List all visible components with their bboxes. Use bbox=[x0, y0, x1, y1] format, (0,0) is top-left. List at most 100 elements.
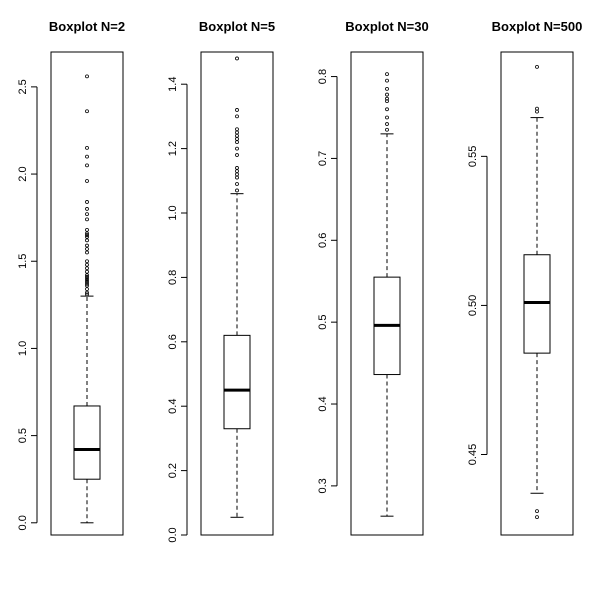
outlier-point bbox=[385, 86, 389, 91]
outlier-point bbox=[85, 200, 89, 204]
outlier-point bbox=[385, 115, 389, 120]
chart-title: Boxplot N=30 bbox=[345, 19, 428, 34]
outlier-point bbox=[85, 212, 89, 217]
plot-frame bbox=[200, 51, 274, 536]
outlier-point bbox=[235, 108, 239, 112]
outlier-point bbox=[235, 130, 239, 135]
outlier-point bbox=[85, 269, 89, 274]
y-tick-label: 0.5 bbox=[17, 428, 29, 443]
y-tick-label: 1.2 bbox=[167, 141, 179, 156]
outlier-point bbox=[235, 133, 239, 138]
iqr-box bbox=[73, 405, 101, 480]
outlier-point bbox=[85, 262, 89, 267]
y-tick-label: 0.55 bbox=[467, 146, 479, 167]
y-tick-label: 1.4 bbox=[167, 77, 179, 92]
outlier-point bbox=[235, 172, 239, 177]
y-tick-label: 1.0 bbox=[167, 205, 179, 220]
outlier-point bbox=[385, 99, 389, 104]
outlier-point bbox=[385, 122, 389, 126]
outlier-point bbox=[535, 106, 539, 111]
outlier-point bbox=[385, 72, 389, 77]
outlier-point bbox=[85, 292, 89, 297]
y-tick-label: 0.5 bbox=[317, 315, 329, 330]
outlier-point bbox=[235, 146, 239, 151]
y-tick-label: 0.7 bbox=[317, 151, 329, 166]
outlier-point bbox=[85, 247, 89, 251]
outlier-point bbox=[85, 283, 89, 288]
outlier-point bbox=[235, 137, 239, 141]
outlier-point bbox=[535, 65, 539, 69]
outlier-point bbox=[85, 280, 89, 285]
outlier-point bbox=[385, 127, 389, 132]
y-tick-label: 0.0 bbox=[167, 527, 179, 542]
outlier-point bbox=[85, 109, 89, 114]
outlier-point bbox=[85, 217, 89, 222]
outlier-point bbox=[85, 179, 89, 183]
outlier-point bbox=[385, 92, 389, 97]
outlier-point bbox=[535, 109, 539, 114]
y-tick-label: 0.50 bbox=[467, 295, 479, 316]
y-tick-label: 0.8 bbox=[317, 69, 329, 84]
outlier-point bbox=[85, 231, 89, 236]
y-tick-label: 0.4 bbox=[317, 396, 329, 411]
outlier-point bbox=[235, 182, 239, 186]
y-tick-label: 0.6 bbox=[317, 233, 329, 248]
outlier-point bbox=[235, 56, 239, 61]
outlier-point bbox=[85, 207, 89, 211]
outlier-point bbox=[235, 166, 239, 170]
y-tick-label: 0.3 bbox=[317, 478, 329, 493]
plot-frame bbox=[50, 51, 124, 536]
outlier-point bbox=[85, 243, 89, 248]
boxplot-panel: Boxplot N=500 0.45 0.50 0.55 bbox=[467, 19, 583, 536]
chart-title: Boxplot N=5 bbox=[199, 19, 275, 34]
outlier-point bbox=[85, 146, 89, 150]
y-tick-label: 1.0 bbox=[17, 341, 29, 356]
chart-title: Boxplot N=2 bbox=[49, 19, 125, 34]
outlier-point bbox=[85, 74, 89, 79]
boxplot-panel: Boxplot N=30 0.3 0.4 0.5 0.6 0.7 0.8 bbox=[317, 19, 429, 536]
outlier-point bbox=[235, 175, 239, 180]
y-tick-label: 2.0 bbox=[17, 166, 29, 181]
outlier-point bbox=[235, 140, 239, 145]
outlier-point bbox=[535, 515, 539, 520]
outlier-point bbox=[85, 234, 89, 239]
outlier-point bbox=[85, 233, 89, 237]
y-tick-label: 1.5 bbox=[17, 254, 29, 269]
boxplot-panel: Boxplot N=2 0.0 0.5 1.0 1.5 2.0 2.5 bbox=[17, 19, 125, 536]
y-tick-label: 0.8 bbox=[167, 270, 179, 285]
plot-frame bbox=[350, 51, 424, 536]
outlier-point bbox=[85, 266, 89, 271]
outlier-point bbox=[85, 163, 89, 168]
outlier-point bbox=[85, 276, 89, 281]
y-tick-label: 0.45 bbox=[467, 444, 479, 465]
y-tick-label: 0.0 bbox=[17, 515, 29, 530]
y-tick-label: 0.6 bbox=[167, 334, 179, 349]
outlier-point bbox=[535, 509, 539, 514]
outlier-point bbox=[85, 227, 89, 232]
outlier-point bbox=[385, 107, 389, 112]
outlier-point bbox=[85, 154, 89, 159]
outlier-point bbox=[85, 250, 89, 255]
outlier-point bbox=[85, 273, 89, 278]
outlier-point bbox=[85, 278, 89, 283]
outlier-point bbox=[85, 287, 89, 292]
y-tick-label: 0.2 bbox=[167, 463, 179, 478]
outlier-point bbox=[235, 127, 239, 132]
outlier-point bbox=[85, 259, 89, 264]
chart-title: Boxplot N=500 bbox=[492, 19, 583, 34]
outlier-point bbox=[385, 96, 389, 101]
outlier-point bbox=[235, 114, 239, 119]
outlier-point bbox=[85, 290, 89, 295]
boxplot-panel: Boxplot N=5 0.0 0.2 0.4 0.6 0.8 1.0 1.2 1.4 bbox=[167, 19, 275, 543]
y-tick-label: 0.4 bbox=[167, 399, 179, 414]
y-tick-label: 2.5 bbox=[17, 79, 29, 94]
plot-frame bbox=[500, 51, 574, 536]
outlier-point bbox=[85, 238, 89, 243]
outlier-point bbox=[235, 153, 239, 157]
iqr-box bbox=[223, 334, 251, 430]
outlier-point bbox=[85, 275, 89, 279]
outlier-point bbox=[385, 78, 389, 83]
outlier-point bbox=[85, 282, 89, 286]
